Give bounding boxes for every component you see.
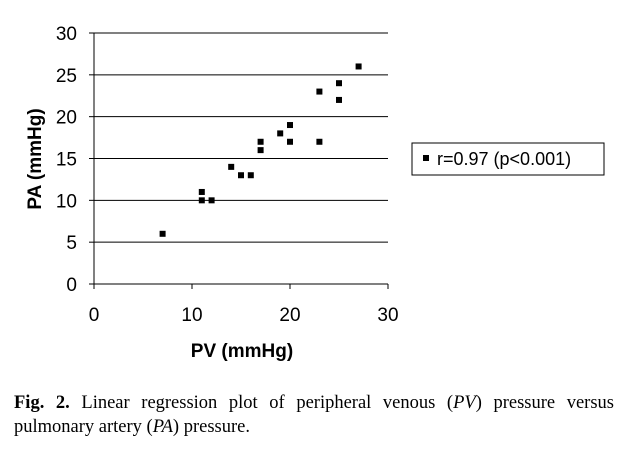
y-tick-label: 15 — [56, 150, 77, 171]
y-axis-title: PA (mmHg) — [25, 108, 46, 209]
data-point — [316, 138, 323, 145]
data-point — [287, 138, 293, 145]
y-tick-label: 25 — [56, 66, 77, 87]
x-tick-label: 10 — [181, 305, 202, 326]
data-point — [159, 230, 166, 237]
x-tick-label: 30 — [377, 305, 398, 326]
caption-text: ) pressure. — [172, 417, 250, 437]
x-tick-label: 20 — [279, 305, 300, 326]
data-point — [208, 197, 215, 204]
gridlines — [94, 32, 388, 243]
data-point — [336, 80, 342, 87]
scatter-chart: 0 5 10 15 20 25 30 0 10 20 30 PV (mmHg) PA (mmHg)… — [25, 24, 605, 362]
data-point — [228, 163, 235, 170]
caption-text: ) pressure versus pulmonary artery ( — [14, 393, 614, 437]
x-tick-labels: 0 10 20 30 — [89, 305, 399, 326]
data-point — [257, 138, 264, 145]
axes — [89, 32, 389, 289]
y-tick-labels: 0 5 10 15 20 25 30 — [56, 24, 77, 296]
data-point — [247, 172, 254, 179]
legend: r=0.97 (p<0.001) — [411, 142, 605, 176]
y-tick-label: 0 — [66, 275, 77, 296]
y-tick-label: 20 — [56, 108, 77, 129]
caption-abbr-pa: PA — [152, 417, 173, 437]
figure-caption: Fig. 2. Linear regression plot of periph… — [14, 391, 614, 439]
x-tick-label: 0 — [89, 305, 100, 326]
data-point — [277, 130, 284, 137]
caption-text: Linear regression plot of peripheral ven… — [69, 393, 454, 413]
y-tick-label: 5 — [66, 233, 77, 254]
caption-abbr-pv: PV — [453, 393, 476, 413]
caption-label: Fig. 2. — [14, 393, 70, 413]
data-point — [257, 147, 264, 154]
y-tick-label: 10 — [56, 191, 77, 212]
y-tick-label: 30 — [56, 24, 77, 45]
legend-box — [411, 142, 605, 176]
data-point — [238, 172, 244, 179]
data-point — [287, 122, 293, 129]
data-point — [336, 96, 342, 103]
legend-marker — [423, 155, 429, 161]
data-point — [198, 188, 205, 195]
data-point — [355, 63, 362, 70]
data-points — [159, 63, 362, 237]
data-point — [316, 88, 323, 95]
x-axis-title: PV (mmHg) — [191, 341, 293, 362]
legend-label: r=0.97 (p<0.001) — [437, 149, 571, 169]
data-point — [198, 197, 205, 204]
